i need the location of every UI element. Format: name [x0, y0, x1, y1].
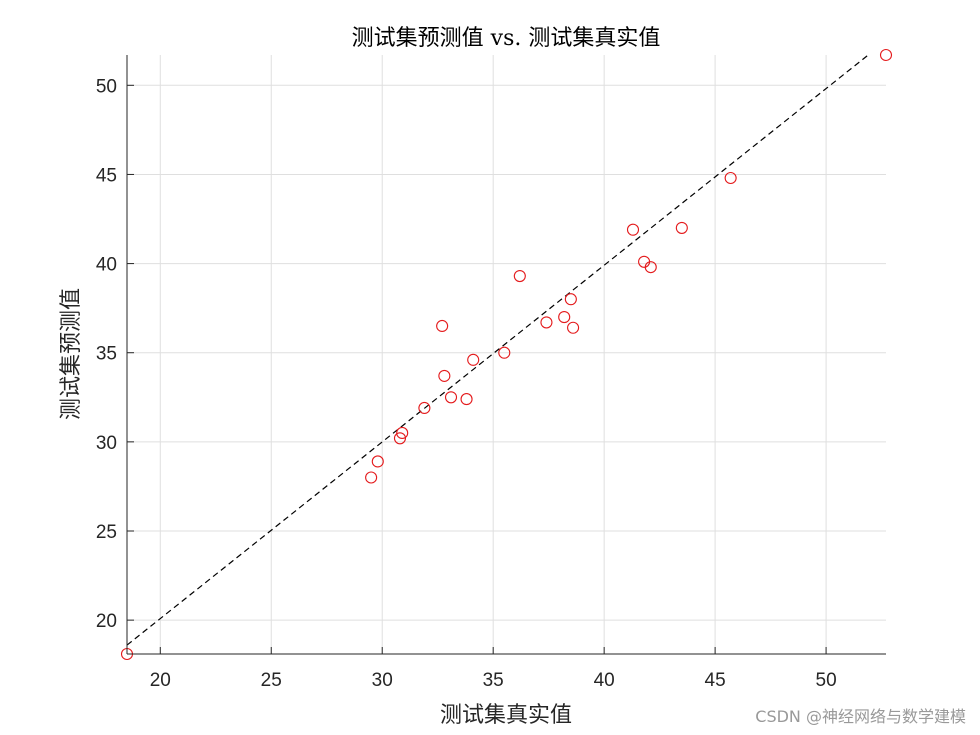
x-tick-label: 45 — [705, 670, 726, 691]
x-tick-label: 30 — [372, 670, 393, 691]
reference-line-group — [126, 54, 869, 646]
x-tick-label: 35 — [483, 670, 504, 691]
data-point — [365, 471, 378, 484]
data-point — [675, 221, 688, 234]
data-points — [120, 48, 893, 661]
data-point — [444, 391, 458, 404]
x-axis-label: 测试集真实值 — [440, 703, 572, 728]
data-point — [498, 346, 511, 359]
data-point — [393, 432, 407, 445]
y-tick-label: 40 — [96, 255, 117, 276]
data-point — [558, 311, 571, 324]
y-axis-label: 测试集预测值 — [59, 288, 84, 420]
data-point — [513, 270, 526, 283]
data-point — [626, 223, 640, 236]
x-tick-label: 20 — [150, 670, 171, 691]
data-point — [567, 321, 580, 334]
data-point — [467, 353, 480, 366]
tick-labels: 20 25 30 35 40 45 50 20 25 30 35 40 45 50 — [96, 76, 837, 691]
data-point — [879, 48, 893, 62]
y-tick-label: 50 — [96, 76, 117, 97]
data-point — [644, 261, 657, 274]
y-tick-label: 30 — [96, 433, 117, 454]
grid-lines — [127, 55, 886, 654]
reference-line — [126, 54, 869, 646]
chart-title: 测试集预测值 vs. 测试集真实值 — [352, 26, 661, 51]
y-tick-label: 45 — [96, 165, 117, 186]
data-point — [460, 393, 473, 406]
data-point — [438, 369, 451, 382]
watermark: CSDN @神经网络与数学建模 — [755, 707, 966, 726]
data-point — [564, 293, 577, 306]
data-point — [540, 316, 553, 329]
data-point — [418, 401, 431, 415]
y-tick-label: 35 — [96, 344, 117, 365]
data-point — [436, 319, 449, 333]
x-tick-label: 25 — [261, 670, 282, 691]
y-tick-label: 25 — [96, 522, 117, 543]
x-tick-label: 50 — [816, 670, 837, 691]
x-tick-label: 40 — [594, 670, 615, 691]
y-tick-label: 20 — [96, 611, 117, 632]
axes — [126, 55, 886, 655]
data-point — [396, 426, 409, 439]
data-point — [724, 171, 737, 185]
data-point — [371, 455, 384, 468]
